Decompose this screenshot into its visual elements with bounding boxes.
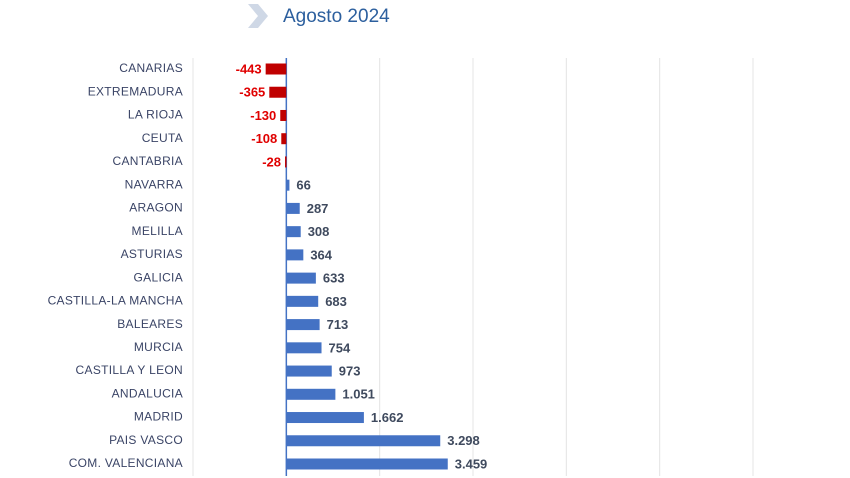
bar — [269, 86, 287, 98]
value-label: -130 — [250, 108, 276, 123]
category-label: MURCIA — [134, 340, 183, 354]
value-label: 973 — [339, 363, 361, 378]
category-label: CEUTA — [142, 131, 183, 145]
bar — [265, 63, 287, 75]
category-label: CASTILLA-LA MANCHA — [48, 294, 183, 308]
value-label: 308 — [308, 224, 330, 239]
value-label: 287 — [307, 201, 329, 216]
category-label: ASTURIAS — [121, 247, 183, 261]
category-label: MADRID — [134, 410, 183, 424]
value-label: 633 — [323, 271, 345, 286]
value-label: 1.051 — [342, 387, 375, 402]
value-label: 3.459 — [455, 456, 488, 471]
category-label: LA RIOJA — [128, 108, 183, 122]
value-label: -365 — [239, 85, 265, 100]
bar — [286, 179, 290, 191]
category-label: CANTABRIA — [113, 154, 184, 168]
bar — [286, 365, 332, 377]
category-label: MELILLA — [132, 224, 183, 238]
bar — [286, 435, 441, 447]
bar — [286, 319, 320, 331]
chevron-icon — [248, 4, 268, 28]
bar — [286, 412, 364, 424]
value-label: -108 — [251, 131, 277, 146]
chart-title: Agosto 2024 — [283, 6, 390, 27]
category-label: EXTREMADURA — [88, 84, 183, 98]
value-label: 1.662 — [371, 410, 404, 425]
bar — [286, 342, 322, 354]
category-label: BALEARES — [117, 317, 183, 331]
value-label: 3.298 — [447, 433, 480, 448]
value-label: 683 — [325, 294, 347, 309]
value-label: -28 — [262, 154, 281, 169]
category-label: ARAGON — [129, 201, 183, 215]
bar — [286, 295, 319, 307]
category-label: CASTILLA Y LEON — [76, 363, 183, 377]
value-label: 713 — [327, 317, 349, 332]
value-label: 66 — [296, 178, 310, 193]
category-label: COM. VALENCIANA — [69, 456, 183, 470]
bar — [280, 109, 287, 121]
bar — [286, 272, 316, 284]
bar — [281, 133, 287, 145]
bar — [286, 249, 304, 261]
bar — [285, 156, 287, 168]
bar — [286, 388, 336, 400]
bar — [286, 458, 448, 470]
category-label: NAVARRA — [125, 177, 183, 191]
bar — [286, 226, 301, 238]
category-label: CANARIAS — [119, 61, 183, 75]
value-label: 754 — [329, 340, 351, 355]
value-label: 364 — [310, 247, 332, 262]
category-label: ANDALUCIA — [112, 386, 183, 400]
category-label: PAIS VASCO — [109, 433, 183, 447]
category-label: GALICIA — [134, 270, 183, 284]
value-label: -443 — [236, 61, 262, 76]
bar — [286, 202, 300, 214]
